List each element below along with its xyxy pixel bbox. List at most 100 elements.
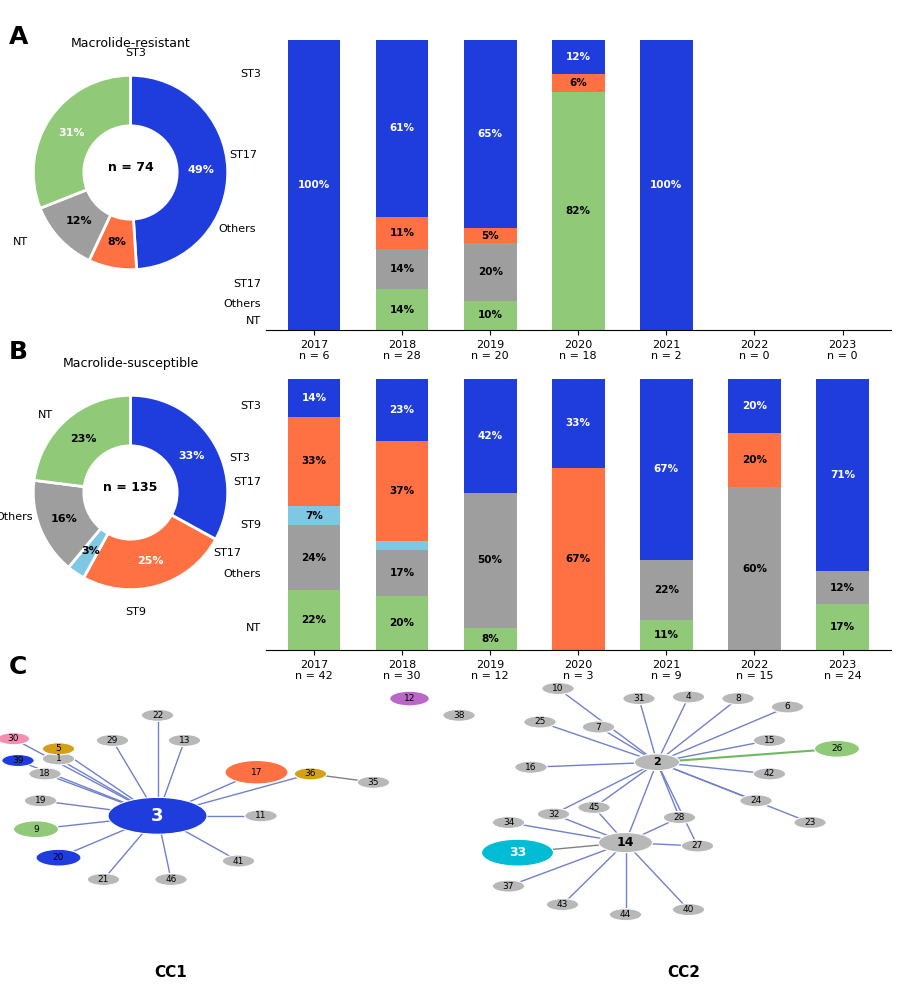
Circle shape bbox=[753, 768, 786, 780]
Text: 20%: 20% bbox=[742, 455, 767, 465]
Wedge shape bbox=[33, 480, 101, 567]
Bar bbox=[640, 560, 693, 620]
Text: 16: 16 bbox=[526, 763, 536, 772]
Bar bbox=[287, 525, 340, 590]
Text: 34: 34 bbox=[503, 818, 514, 827]
Text: 46: 46 bbox=[166, 875, 176, 884]
Text: Others: Others bbox=[223, 299, 261, 309]
Text: 33%: 33% bbox=[302, 456, 327, 466]
Text: 5: 5 bbox=[56, 744, 61, 753]
Circle shape bbox=[634, 754, 680, 771]
Text: 19: 19 bbox=[35, 796, 46, 805]
Bar bbox=[287, 417, 340, 506]
Bar bbox=[375, 550, 428, 596]
Text: 9: 9 bbox=[33, 825, 39, 834]
Text: 45: 45 bbox=[589, 803, 599, 812]
Circle shape bbox=[2, 754, 34, 767]
Text: n = 135: n = 135 bbox=[104, 481, 158, 494]
Text: 36: 36 bbox=[305, 769, 316, 778]
Text: 50%: 50% bbox=[478, 555, 503, 565]
Bar bbox=[728, 379, 781, 433]
Text: B: B bbox=[9, 340, 28, 364]
Circle shape bbox=[663, 811, 696, 824]
Circle shape bbox=[443, 709, 475, 721]
Text: A: A bbox=[9, 25, 29, 49]
Circle shape bbox=[390, 691, 429, 706]
Text: Others: Others bbox=[0, 512, 33, 522]
Text: 67%: 67% bbox=[566, 554, 590, 564]
Bar bbox=[640, 40, 693, 330]
Bar bbox=[375, 249, 428, 289]
Text: 7%: 7% bbox=[305, 511, 323, 521]
Text: 14%: 14% bbox=[302, 393, 327, 403]
Text: 82%: 82% bbox=[566, 206, 590, 216]
Text: 11%: 11% bbox=[390, 228, 415, 238]
Text: 8%: 8% bbox=[108, 237, 127, 247]
Bar bbox=[816, 571, 869, 604]
Bar bbox=[375, 379, 428, 441]
Bar bbox=[464, 493, 517, 628]
Circle shape bbox=[357, 776, 390, 788]
Text: 23%: 23% bbox=[390, 405, 415, 415]
Text: 32: 32 bbox=[548, 810, 559, 819]
Circle shape bbox=[524, 716, 556, 728]
Circle shape bbox=[546, 899, 579, 911]
Text: 6%: 6% bbox=[570, 78, 587, 88]
Text: 44: 44 bbox=[620, 910, 631, 919]
Text: ST17: ST17 bbox=[213, 548, 241, 558]
Circle shape bbox=[492, 816, 525, 829]
Text: ST17: ST17 bbox=[230, 150, 257, 160]
Text: 60%: 60% bbox=[742, 564, 767, 574]
Text: 31%: 31% bbox=[58, 128, 86, 138]
Text: ST17: ST17 bbox=[233, 279, 261, 289]
Text: C: C bbox=[9, 655, 27, 679]
Text: 11%: 11% bbox=[653, 630, 679, 640]
Text: Others: Others bbox=[223, 569, 261, 579]
Text: 100%: 100% bbox=[650, 180, 682, 190]
Text: 71%: 71% bbox=[830, 470, 855, 480]
Text: 5%: 5% bbox=[482, 231, 499, 241]
Circle shape bbox=[672, 691, 705, 703]
Circle shape bbox=[542, 682, 574, 695]
Bar bbox=[287, 379, 340, 417]
Circle shape bbox=[225, 761, 288, 784]
Bar bbox=[552, 74, 605, 92]
Circle shape bbox=[814, 740, 860, 757]
Text: 22%: 22% bbox=[302, 615, 327, 625]
Circle shape bbox=[537, 808, 570, 820]
Text: 21: 21 bbox=[98, 875, 109, 884]
Circle shape bbox=[771, 701, 804, 713]
Circle shape bbox=[794, 816, 826, 829]
Circle shape bbox=[681, 840, 714, 852]
Text: 100%: 100% bbox=[298, 180, 330, 190]
Circle shape bbox=[582, 721, 615, 733]
Circle shape bbox=[753, 734, 786, 746]
Text: 15: 15 bbox=[764, 736, 775, 745]
Text: 39: 39 bbox=[13, 756, 23, 765]
Text: 33%: 33% bbox=[566, 418, 590, 428]
Bar bbox=[640, 379, 693, 560]
Circle shape bbox=[598, 833, 652, 853]
Circle shape bbox=[515, 761, 547, 773]
Text: ST9: ST9 bbox=[125, 607, 146, 617]
Text: 37: 37 bbox=[503, 882, 514, 891]
Text: 22: 22 bbox=[152, 711, 163, 720]
Title: Macrolide-susceptible: Macrolide-susceptible bbox=[62, 357, 199, 370]
Text: 2: 2 bbox=[653, 757, 661, 767]
Text: ST3: ST3 bbox=[125, 48, 146, 58]
Bar bbox=[816, 604, 869, 650]
Text: 14: 14 bbox=[616, 836, 634, 849]
Bar bbox=[375, 289, 428, 330]
Circle shape bbox=[29, 768, 61, 780]
Circle shape bbox=[168, 734, 201, 746]
Text: 24%: 24% bbox=[302, 553, 327, 563]
Wedge shape bbox=[89, 215, 137, 270]
Text: 17%: 17% bbox=[830, 622, 855, 632]
Circle shape bbox=[42, 743, 75, 755]
Text: 49%: 49% bbox=[188, 165, 215, 175]
Circle shape bbox=[87, 873, 120, 885]
Text: Others: Others bbox=[218, 224, 256, 234]
Circle shape bbox=[482, 839, 554, 866]
Bar bbox=[728, 487, 781, 650]
Bar bbox=[287, 590, 340, 650]
